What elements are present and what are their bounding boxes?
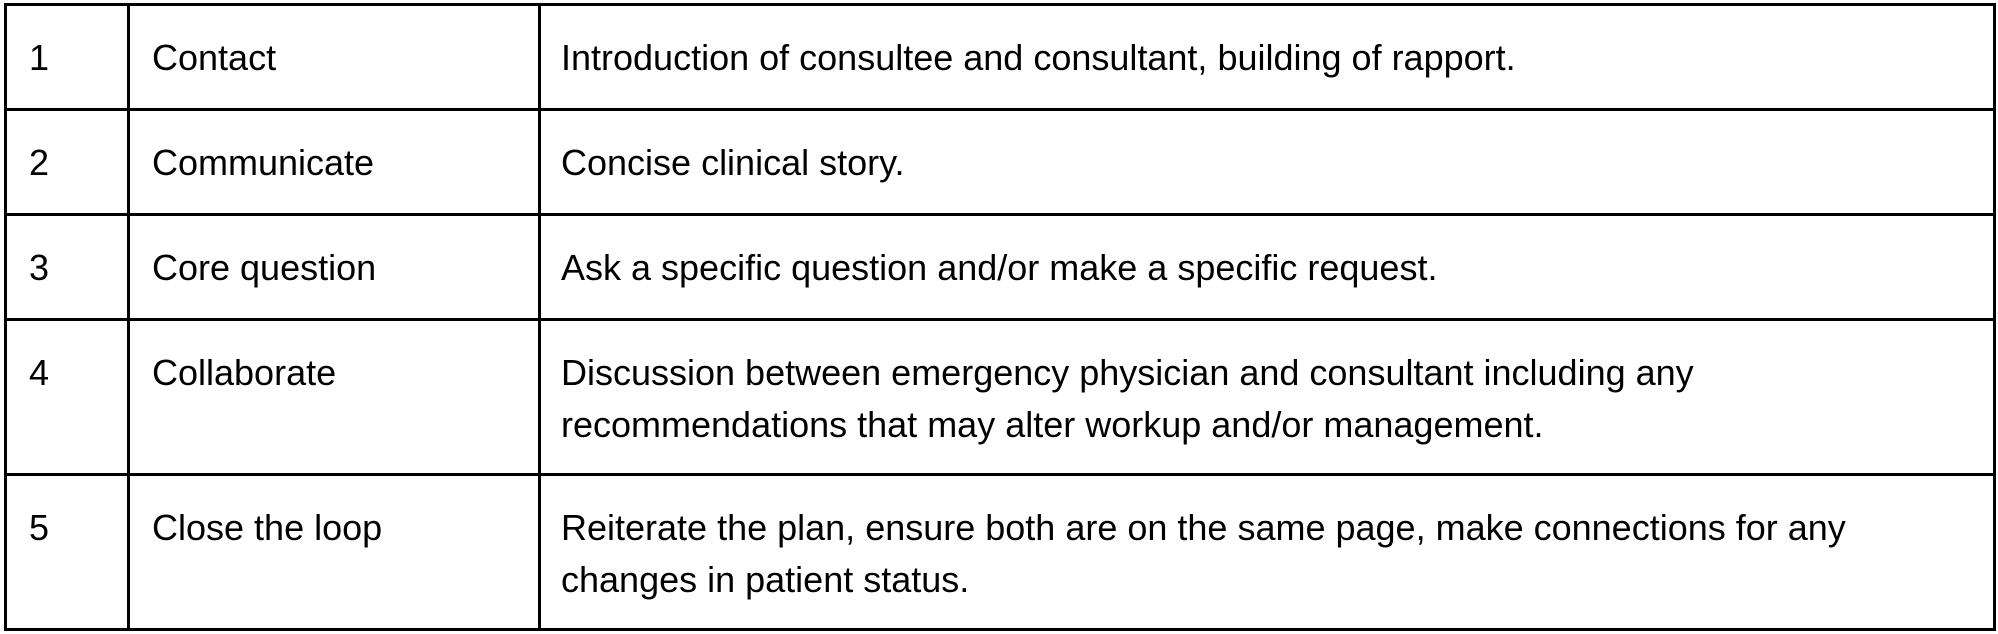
step-number: 3 xyxy=(4,213,130,321)
step-name: Collaborate xyxy=(127,318,541,476)
step-number: 2 xyxy=(4,108,130,216)
step-number: 5 xyxy=(4,473,130,631)
step-number: 4 xyxy=(4,318,130,476)
step-description: Ask a specific question and/or make a sp… xyxy=(538,213,1996,321)
step-description: Concise clinical story. xyxy=(538,108,1996,216)
steps-table: 1 Contact Introduction of consultee and … xyxy=(4,3,1996,631)
table-row: 4 Collaborate Discussion between emergen… xyxy=(4,318,1996,476)
step-name: Communicate xyxy=(127,108,541,216)
step-description: Discussion between emergency physician a… xyxy=(538,318,1996,476)
table-row: 2 Communicate Concise clinical story. xyxy=(4,108,1996,216)
table-row: 5 Close the loop Reiterate the plan, ens… xyxy=(4,473,1996,631)
step-name: Close the loop xyxy=(127,473,541,631)
step-name: Core question xyxy=(127,213,541,321)
step-description: Introduction of consultee and consultant… xyxy=(538,3,1996,111)
step-number: 1 xyxy=(4,3,130,111)
table-row: 3 Core question Ask a specific question … xyxy=(4,213,1996,321)
table-row: 1 Contact Introduction of consultee and … xyxy=(4,3,1996,111)
step-description: Reiterate the plan, ensure both are on t… xyxy=(538,473,1996,631)
step-name: Contact xyxy=(127,3,541,111)
